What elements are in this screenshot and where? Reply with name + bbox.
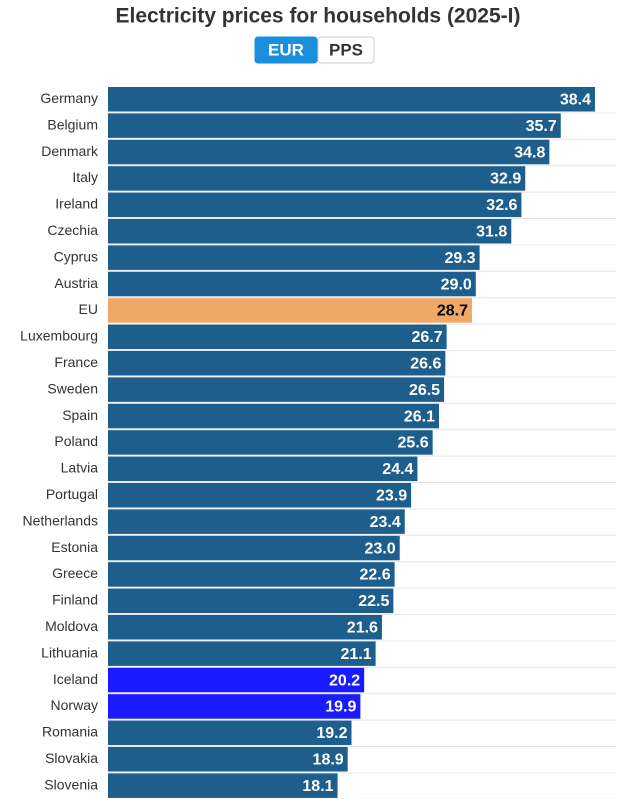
bar bbox=[108, 483, 412, 508]
bar bbox=[108, 535, 400, 561]
bar bbox=[108, 456, 418, 482]
value-label: 25.6 bbox=[398, 435, 429, 452]
bar bbox=[108, 720, 352, 746]
value-label: 23.4 bbox=[370, 514, 401, 531]
value-label: 19.9 bbox=[325, 699, 356, 716]
value-label: 18.1 bbox=[302, 778, 333, 795]
y-tick-label: Luxembourg bbox=[20, 328, 98, 344]
y-tick-label: Slovakia bbox=[45, 750, 98, 766]
bar bbox=[108, 747, 348, 772]
y-tick-label: Poland bbox=[54, 433, 98, 449]
y-tick-label: Spain bbox=[62, 407, 98, 423]
value-label: 26.6 bbox=[410, 355, 441, 372]
toggle-button-label[interactable]: EUR bbox=[268, 40, 304, 59]
y-tick-label: Norway bbox=[51, 697, 98, 713]
toggle-button[interactable] bbox=[317, 36, 375, 64]
value-label: 21.6 bbox=[347, 619, 378, 636]
y-tick-label: EU bbox=[79, 301, 98, 317]
bar bbox=[108, 139, 550, 165]
value-label: 32.9 bbox=[490, 171, 521, 188]
bar bbox=[108, 271, 476, 297]
toggle-button-label[interactable]: PPS bbox=[329, 40, 363, 59]
bar bbox=[108, 509, 405, 534]
value-label: 26.1 bbox=[404, 408, 435, 425]
value-label: 23.0 bbox=[365, 540, 396, 557]
y-tick-label: Germany bbox=[40, 90, 98, 106]
value-label: 28.7 bbox=[437, 303, 468, 320]
bar bbox=[108, 166, 526, 191]
bar bbox=[108, 430, 433, 455]
bar bbox=[108, 298, 472, 323]
y-tick-label: Slovenia bbox=[44, 776, 98, 792]
y-tick-label: Ireland bbox=[55, 196, 98, 212]
y-tick-label: Portugal bbox=[46, 486, 98, 502]
y-tick-label: Romania bbox=[42, 724, 98, 740]
bar bbox=[108, 377, 445, 402]
y-tick-label: Austria bbox=[54, 275, 98, 291]
bar bbox=[108, 245, 480, 270]
y-tick-label: Denmark bbox=[41, 143, 99, 159]
y-tick-label: Moldova bbox=[45, 618, 98, 634]
y-tick-label: Italy bbox=[72, 169, 98, 185]
y-tick-label: Czechia bbox=[47, 222, 98, 238]
y-tick-label: Estonia bbox=[51, 539, 98, 555]
value-label: 34.8 bbox=[514, 144, 545, 161]
bar bbox=[108, 403, 440, 429]
bar bbox=[108, 219, 512, 244]
bar bbox=[108, 324, 447, 350]
y-tick-label: France bbox=[54, 354, 98, 370]
value-label: 32.6 bbox=[486, 197, 517, 214]
value-label: 29.3 bbox=[444, 250, 475, 267]
value-label: 22.5 bbox=[358, 593, 389, 610]
value-label: 26.5 bbox=[409, 382, 440, 399]
y-tick-label: Belgium bbox=[47, 116, 98, 132]
bar bbox=[108, 351, 446, 376]
y-tick-label: Sweden bbox=[47, 380, 98, 396]
bar bbox=[108, 694, 361, 719]
bar bbox=[108, 667, 365, 693]
y-tick-label: Latvia bbox=[61, 460, 99, 476]
bar bbox=[108, 192, 522, 218]
bar bbox=[108, 588, 394, 614]
bar bbox=[108, 773, 338, 798]
bar bbox=[108, 113, 561, 138]
value-label: 29.0 bbox=[441, 276, 472, 293]
bar bbox=[108, 87, 595, 112]
y-tick-label: Cyprus bbox=[54, 248, 98, 264]
value-label: 18.9 bbox=[313, 751, 344, 768]
value-label: 21.1 bbox=[340, 646, 371, 663]
value-label: 26.7 bbox=[411, 329, 442, 346]
value-label: 20.2 bbox=[329, 672, 360, 689]
y-tick-label: Netherlands bbox=[23, 512, 99, 528]
value-label: 19.2 bbox=[316, 725, 347, 742]
value-label: 23.9 bbox=[376, 487, 407, 504]
y-tick-label: Iceland bbox=[53, 671, 98, 687]
bar bbox=[108, 641, 376, 666]
y-tick-label: Greece bbox=[52, 565, 98, 581]
bar bbox=[108, 562, 395, 587]
y-tick-label: Finland bbox=[52, 592, 98, 608]
value-label: 35.7 bbox=[526, 118, 557, 135]
value-label: 22.6 bbox=[359, 567, 390, 584]
chart-title: Electricity prices for households (2025-… bbox=[116, 5, 521, 28]
toggle-button[interactable] bbox=[254, 36, 318, 64]
value-label: 24.4 bbox=[382, 461, 413, 478]
bar bbox=[108, 615, 382, 640]
y-tick-label: Lithuania bbox=[41, 644, 98, 660]
value-label: 31.8 bbox=[476, 223, 507, 240]
value-label: 38.4 bbox=[560, 91, 591, 108]
